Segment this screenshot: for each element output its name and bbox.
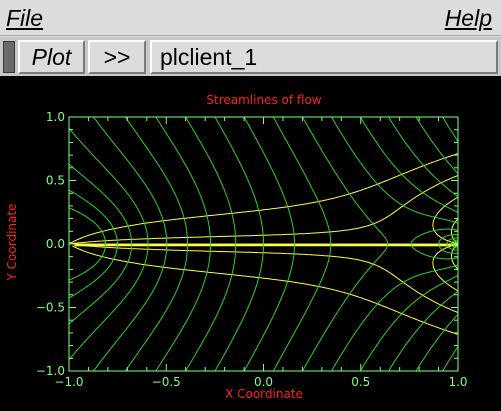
chart-title: Streamlines of flow bbox=[206, 93, 321, 107]
menu-help[interactable]: Help bbox=[445, 5, 492, 31]
plot-button[interactable]: Plot bbox=[18, 40, 85, 74]
x-tick-label: −1.0 bbox=[54, 375, 83, 389]
x-axis-label: X Coordinate bbox=[225, 387, 303, 401]
y-tick-label: 0.5 bbox=[46, 174, 65, 188]
potential-line-15 bbox=[388, 117, 458, 371]
potential-line-7 bbox=[155, 117, 211, 371]
potential-line-10 bbox=[243, 117, 458, 371]
x-tick-label: −0.5 bbox=[152, 375, 181, 389]
menu-bar: File Help bbox=[0, 0, 501, 36]
menu-help-label: Help bbox=[444, 5, 492, 31]
potential-line-11 bbox=[272, 117, 458, 371]
streamline-15 bbox=[69, 153, 458, 244]
plot-canvas: Streamlines of flow X Coordinate Y Coord… bbox=[0, 76, 501, 411]
y-axis-label: Y Coordinate bbox=[5, 204, 19, 282]
y-tick-label: 1.0 bbox=[46, 110, 65, 124]
y-tick-label: 0.0 bbox=[46, 237, 65, 251]
y-tick-label: −1.0 bbox=[36, 364, 65, 378]
potential-line-13 bbox=[331, 117, 458, 371]
x-tick-label: 0.5 bbox=[351, 375, 370, 389]
streamlines-chart: Streamlines of flow X Coordinate Y Coord… bbox=[0, 76, 501, 411]
potential-line-1 bbox=[69, 207, 107, 281]
x-tick-label: 0.0 bbox=[254, 375, 273, 389]
potential-line-12 bbox=[302, 117, 458, 371]
potential-line-4 bbox=[69, 127, 149, 361]
menu-file-label: File bbox=[6, 5, 44, 31]
next-page-button[interactable]: >> bbox=[88, 40, 146, 74]
y-tick-label: −0.5 bbox=[36, 301, 65, 315]
toolbar: Plot >> plclient_1 bbox=[0, 37, 501, 76]
potential-line-9 bbox=[214, 117, 458, 371]
potential-line-2 bbox=[69, 189, 118, 299]
streamline-1 bbox=[72, 245, 458, 335]
x-tick-label: 1.0 bbox=[448, 375, 467, 389]
potential-line-17 bbox=[442, 117, 458, 371]
toolbar-grip[interactable] bbox=[3, 41, 15, 73]
menu-file[interactable]: File bbox=[6, 5, 43, 31]
client-name-field: plclient_1 bbox=[150, 40, 498, 74]
potential-line-6 bbox=[124, 117, 189, 371]
